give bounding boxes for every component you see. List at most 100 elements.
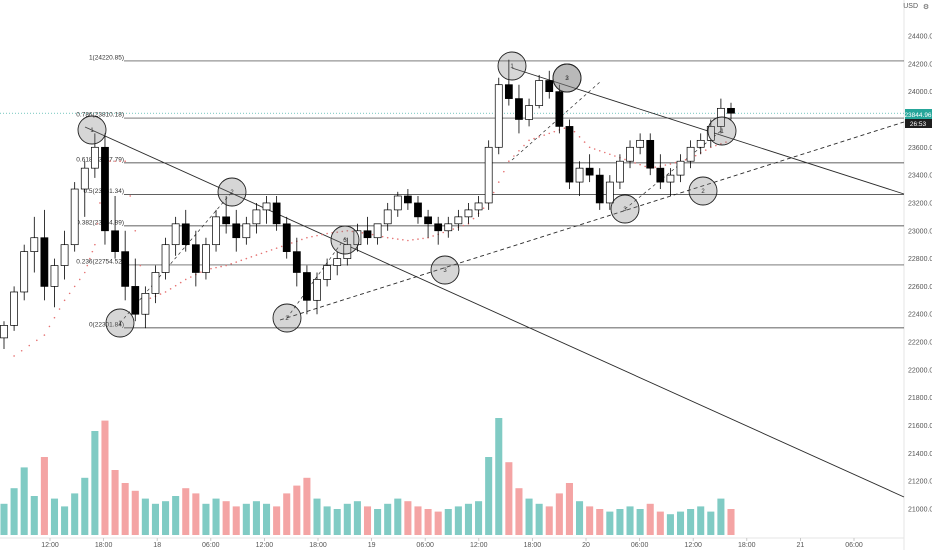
candle-up[interactable]: [353, 230, 362, 246]
candle-up[interactable]: [666, 174, 675, 183]
candle-down[interactable]: [191, 244, 200, 273]
time-axis[interactable]: 12:00 18:00 18 06:00 12:00 18:00 19 06:00 12:00 1…: [41, 538, 863, 549]
candle-up[interactable]: [333, 258, 342, 266]
candle-up[interactable]: [686, 146, 695, 162]
candle-down[interactable]: [232, 223, 241, 239]
candle-up[interactable]: [383, 209, 392, 225]
candle-down[interactable]: [222, 216, 231, 225]
candle-up[interactable]: [50, 265, 59, 287]
candle-down[interactable]: [434, 223, 443, 232]
volume-bar: [262, 503, 271, 535]
candle-up[interactable]: [242, 223, 251, 239]
candle-up[interactable]: [70, 188, 79, 246]
candle-down[interactable]: [545, 80, 554, 92]
candle-up[interactable]: [262, 202, 271, 211]
candle-down[interactable]: [414, 202, 422, 218]
time-tick-label: 21: [797, 542, 805, 549]
candle-down[interactable]: [565, 126, 574, 183]
candle-down[interactable]: [282, 223, 291, 252]
candle-up[interactable]: [80, 167, 89, 190]
candle-down[interactable]: [404, 195, 412, 204]
candle-up[interactable]: [151, 272, 160, 294]
candle-down[interactable]: [181, 223, 190, 246]
candle-up[interactable]: [313, 279, 321, 301]
candle-up[interactable]: [343, 244, 352, 259]
pivot-circle[interactable]: [552, 63, 582, 93]
candle-down[interactable]: [646, 139, 655, 169]
candle-up[interactable]: [605, 181, 614, 204]
candle-up[interactable]: [676, 160, 685, 176]
candle-up[interactable]: [141, 293, 150, 315]
candle-down[interactable]: [292, 251, 301, 273]
candle-down[interactable]: [111, 230, 119, 252]
candle-up[interactable]: [212, 216, 220, 246]
candle-up[interactable]: [464, 209, 473, 218]
candle-up[interactable]: [323, 265, 331, 280]
volume-bar: [131, 490, 139, 535]
candle-up[interactable]: [474, 202, 483, 211]
candle-down[interactable]: [303, 272, 311, 301]
candle-up[interactable]: [393, 195, 402, 211]
candle-up[interactable]: [636, 139, 645, 148]
volume-bar: [111, 470, 119, 535]
candle-up[interactable]: [616, 160, 624, 183]
pivot-circle[interactable]: [688, 176, 718, 206]
candle-up[interactable]: [454, 216, 463, 225]
candle-up[interactable]: [90, 146, 99, 169]
pivot-circle[interactable]: [430, 255, 460, 285]
indicator-dot: [583, 141, 586, 143]
candle-up[interactable]: [706, 126, 715, 141]
candle-up[interactable]: [161, 244, 170, 273]
candle-up[interactable]: [575, 167, 584, 183]
candle-up[interactable]: [626, 146, 634, 162]
candle-down[interactable]: [40, 237, 49, 287]
candle-down[interactable]: [555, 91, 564, 127]
candle-down[interactable]: [101, 146, 109, 232]
candle-up[interactable]: [373, 223, 382, 239]
candle-up[interactable]: [171, 223, 180, 246]
pivot-circle[interactable]: [272, 303, 302, 333]
pivot-circle[interactable]: [497, 51, 527, 81]
pivot-circle[interactable]: [707, 116, 737, 146]
indicator-dot: [341, 230, 344, 233]
pivot-circle[interactable]: [217, 177, 247, 207]
candle-up[interactable]: [20, 251, 29, 293]
candle-down[interactable]: [504, 84, 513, 99]
indicator-dot: [462, 224, 465, 227]
settings-icon[interactable]: ⚙: [923, 3, 929, 11]
candle-up[interactable]: [535, 80, 544, 106]
candle-up[interactable]: [252, 209, 261, 225]
price-axis[interactable]: 24400.0024200.0024000.0023800.0023600.00…: [904, 34, 932, 514]
price-tick-label: 24400.00: [908, 34, 932, 41]
candle-down[interactable]: [363, 230, 372, 239]
candle-up[interactable]: [60, 244, 69, 266]
indicator-dot: [684, 159, 687, 161]
candle-up[interactable]: [494, 84, 503, 148]
pivot-circle[interactable]: [610, 194, 640, 224]
candle-down[interactable]: [656, 167, 665, 183]
candle-down[interactable]: [727, 107, 735, 114]
candle-down[interactable]: [585, 167, 594, 176]
candle-up[interactable]: [202, 244, 210, 273]
pivot-circle[interactable]: [330, 225, 360, 255]
candle-down[interactable]: [272, 202, 281, 225]
candle-up[interactable]: [696, 139, 705, 148]
candle-up[interactable]: [30, 237, 39, 252]
candle-down[interactable]: [515, 98, 523, 120]
candle-up[interactable]: [484, 146, 493, 204]
candle-down[interactable]: [121, 251, 130, 287]
time-tick-label: 06:00: [416, 542, 434, 549]
candle-up[interactable]: [525, 105, 533, 120]
candle-down[interactable]: [595, 174, 604, 204]
pivot-circle[interactable]: [77, 115, 107, 145]
price-tick-label: 22200.00: [908, 340, 932, 347]
candle-down[interactable]: [131, 286, 140, 315]
descending-trendline-long[interactable]: [84, 126, 905, 498]
pivot-circle[interactable]: [105, 308, 135, 338]
candle-up[interactable]: [10, 291, 18, 326]
candle-up[interactable]: [0, 325, 8, 339]
indicator-dot: [265, 250, 268, 253]
candle-up[interactable]: [444, 223, 453, 232]
candle-down[interactable]: [424, 216, 432, 225]
